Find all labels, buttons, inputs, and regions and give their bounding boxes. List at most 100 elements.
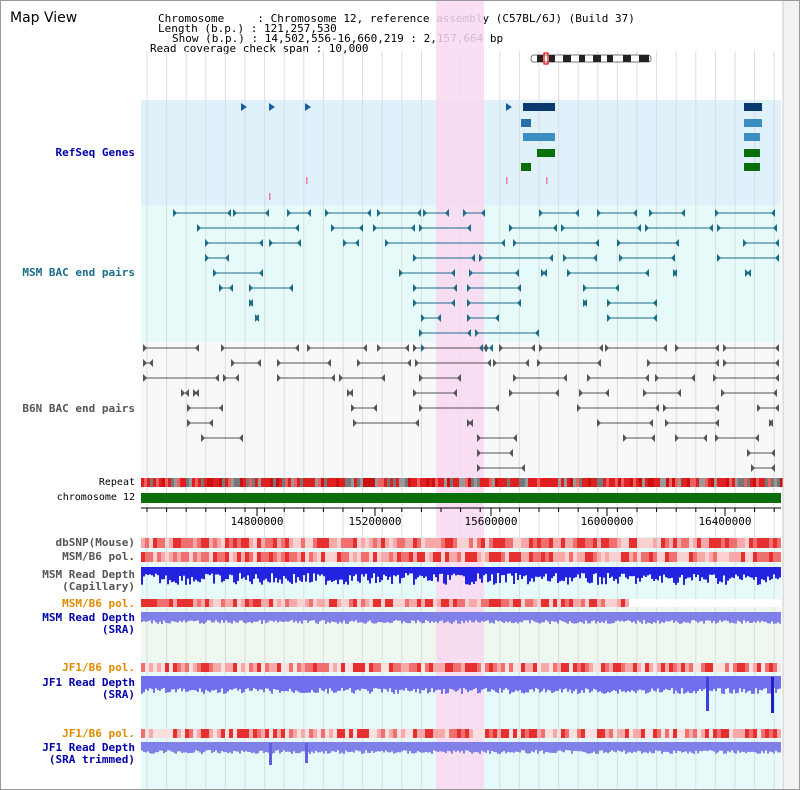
msm-bac-end	[637, 224, 641, 232]
repeat-block	[303, 478, 306, 487]
msm-capillary-depth-bar	[545, 567, 547, 574]
jf1-sra-depth-bar	[383, 676, 385, 689]
msm-sra-depth-bar	[523, 612, 525, 621]
jf1-sra-depth-bar	[505, 676, 507, 689]
heat-cell	[705, 552, 709, 562]
refseq-genes-track[interactable]	[241, 103, 762, 200]
msm-capillary-depth-bar	[223, 567, 225, 581]
msm-bac-end	[399, 269, 403, 277]
msm-capillary-depth-bar	[351, 567, 353, 581]
jf1-trimmed-depth-bar	[481, 742, 483, 751]
msm-capillary-depth-bar	[631, 567, 633, 577]
heat-cell	[509, 599, 513, 607]
heat-cell	[513, 663, 517, 672]
msm-sra-depth-bar	[565, 612, 567, 623]
heat-cell	[665, 663, 669, 672]
jf1-trimmed-depth-bar	[529, 742, 531, 754]
msm-capillary-depth-bar	[553, 567, 555, 577]
b6n-bac-track[interactable]	[143, 344, 779, 472]
heat-cell	[497, 729, 501, 738]
heat-cell	[145, 729, 149, 738]
jf1-trimmed-depth-bar	[549, 742, 551, 753]
msm-sra-depth-bar	[711, 612, 713, 624]
jf1-sra-depth-bar	[473, 676, 475, 690]
msm-sra-depth-bar	[225, 612, 227, 621]
heat-cell	[745, 599, 749, 607]
msm-sra-depth-bar	[361, 612, 363, 623]
msm-bac-end	[553, 224, 557, 232]
jf1-sra-depth-bar	[341, 676, 343, 689]
jf1-trimmed-depth-bar	[207, 742, 209, 751]
heat-cell	[533, 599, 537, 607]
heat-cell	[709, 599, 713, 607]
msm-sra-depth-bar	[681, 612, 683, 624]
heat-cell	[637, 663, 641, 672]
heat-cell	[313, 538, 317, 548]
msm-capillary-depth-bar	[497, 567, 499, 574]
heat-cell	[769, 729, 773, 738]
msm-capillary-depth-bar	[637, 567, 639, 578]
msm-capillary-depth-bar	[735, 567, 737, 575]
repeat-block	[660, 478, 663, 487]
msm-bac-end	[467, 314, 471, 322]
msm-capillary-depth-bar	[357, 567, 359, 582]
gene-body	[744, 103, 762, 111]
chromosome-bar	[141, 493, 781, 503]
msm-capillary-depth-bar	[431, 567, 433, 581]
jf1-sra-depth-bar	[661, 676, 663, 693]
heat-cell	[177, 599, 181, 607]
jf1-sra-depth-bar	[325, 676, 327, 689]
heat-cell	[333, 663, 337, 672]
msm-sra-depth-bar	[705, 612, 707, 621]
msm-sra-depth-bar	[421, 612, 423, 624]
vertical-scrollbar[interactable]	[782, 1, 799, 789]
msm-capillary-depth-bar	[703, 567, 705, 580]
heat-cell	[141, 599, 145, 607]
msm-sra-depth-bar	[269, 612, 271, 621]
msm-bac-end	[617, 239, 621, 247]
chromosome-ideogram[interactable]	[530, 52, 652, 65]
jf1-sra-depth-bar	[683, 676, 685, 694]
b6n-bac-end	[751, 464, 755, 472]
b6n-bac-end	[477, 449, 481, 457]
jf1-sra-depth-bar	[729, 676, 731, 693]
heat-cell	[625, 538, 629, 548]
heat-cell	[701, 538, 705, 548]
msm-capillary-depth-bar	[587, 567, 589, 583]
jf1-sra-depth-bar	[701, 676, 703, 692]
jf1-trimmed-depth-bar	[617, 742, 619, 751]
repeat-block	[759, 478, 762, 487]
heat-cell	[717, 663, 721, 672]
jf1-sra-depth-bar	[531, 676, 533, 690]
repeat-block	[174, 478, 177, 487]
heat-cell	[173, 538, 177, 548]
msm-sra-depth-bar	[439, 612, 441, 622]
msm-sra-depth-bar	[699, 612, 701, 622]
repeat-block	[513, 478, 516, 487]
msm-sra-depth-bar	[373, 612, 375, 624]
heat-cell	[417, 729, 421, 738]
heat-cell	[725, 552, 729, 562]
jf1-sra-depth-bar	[699, 676, 701, 690]
heat-cell	[585, 552, 589, 562]
repeat-block	[510, 478, 513, 487]
heat-cell	[409, 729, 413, 738]
repeat-block	[453, 478, 456, 487]
heat-cell	[757, 663, 761, 672]
msm-bac-end	[417, 209, 421, 217]
b6n-bac-end	[647, 359, 651, 367]
repeat-block	[468, 478, 471, 487]
repeat-block	[381, 478, 384, 487]
b6n-bac-end	[419, 404, 423, 412]
heat-cell	[473, 729, 477, 738]
jf1-trimmed-depth-bar	[579, 742, 581, 752]
msm-capillary-depth-bar	[247, 567, 249, 576]
heat-cell	[777, 552, 781, 562]
msm-capillary-depth-bar	[359, 567, 361, 583]
msm-capillary-depth-bar	[189, 567, 191, 585]
msm-sra-depth-bar	[753, 612, 755, 622]
heat-cell	[317, 538, 321, 548]
heat-cell	[413, 663, 417, 672]
msm-bac-end	[413, 284, 417, 292]
